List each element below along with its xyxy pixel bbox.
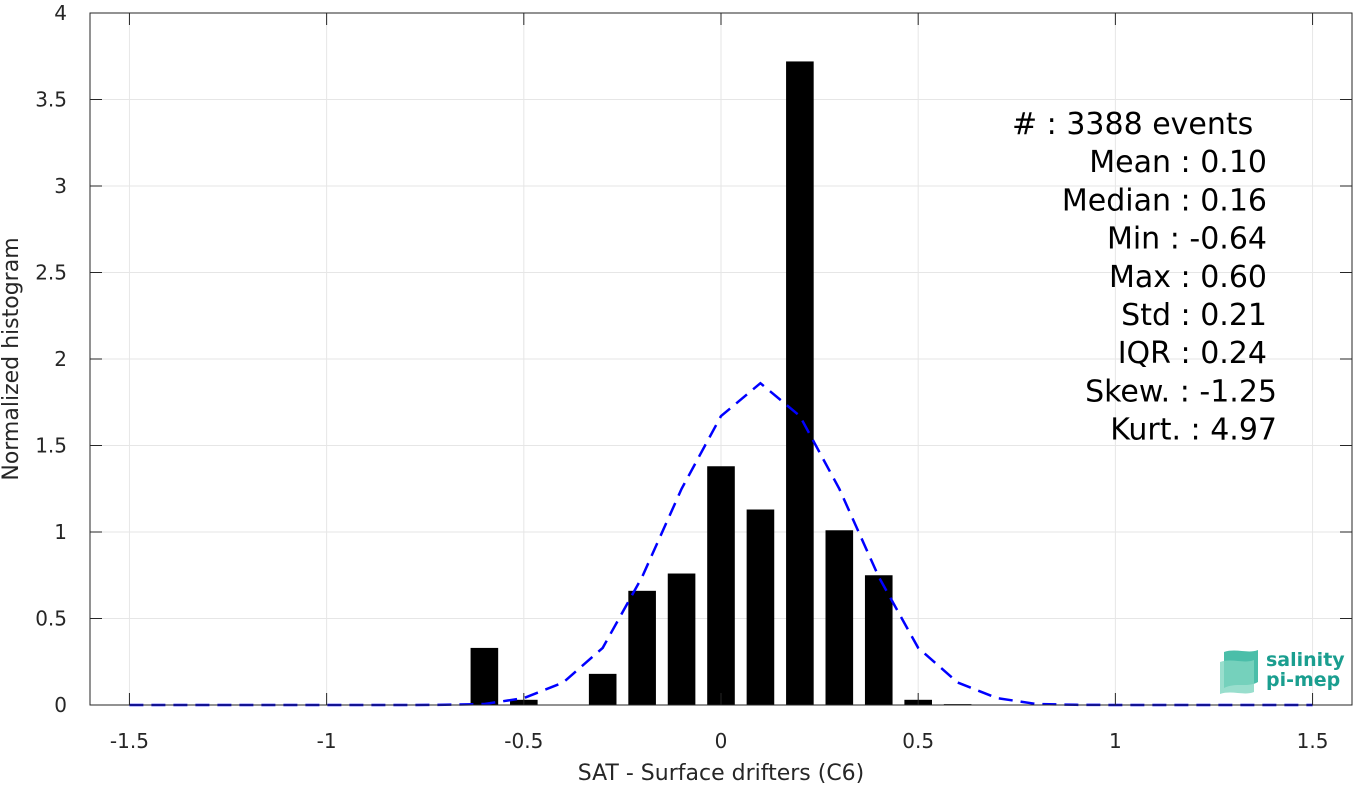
y-tick-label: 3: [54, 174, 67, 198]
histogram-bar: [746, 509, 775, 705]
logo-text-pi-mep: pi-mep: [1266, 669, 1340, 691]
histogram-bar: [825, 530, 854, 705]
y-tick-label: 2.5: [35, 261, 67, 285]
histogram-bar: [667, 573, 696, 705]
grid: [90, 12, 1352, 706]
histogram-bar: [864, 575, 893, 705]
x-tick-label: 0: [715, 729, 728, 753]
y-tick-labels: 0 0.5 1 1.5 2 2.5 3 3.5 4: [35, 1, 67, 717]
salinity-pimep-logo: salinity pi-mep: [1220, 649, 1345, 694]
x-tick-label: -1: [317, 729, 337, 753]
x-tick-label: -0.5: [504, 729, 543, 753]
stat-line: Skew. : -1.25: [1085, 374, 1277, 409]
x-tick-label: 1.5: [1297, 729, 1329, 753]
y-tick-label: 0: [54, 693, 67, 717]
stat-line: Median : 0.16: [1062, 183, 1267, 218]
stat-line: Std : 0.21: [1121, 298, 1267, 333]
x-tick-labels: -1.5 -1 -0.5 0 0.5 1 1.5: [110, 729, 1329, 753]
stat-line: Min : -0.64: [1107, 222, 1267, 257]
axis-ticks: [90, 12, 1352, 706]
y-tick-label: 4: [54, 1, 67, 25]
y-tick-label: 3.5: [35, 88, 67, 112]
y-tick-label: 1: [54, 520, 67, 544]
logo-wave-icon-2: [1220, 660, 1254, 694]
y-tick-label: 1.5: [35, 434, 67, 458]
y-tick-label: 0.5: [35, 607, 67, 631]
logo-text-salinity: salinity: [1266, 649, 1345, 671]
y-tick-label: 2: [54, 347, 67, 371]
histogram-bar: [470, 647, 499, 705]
x-tick-label: 1: [1109, 729, 1122, 753]
bars: [470, 61, 972, 705]
stat-line: Kurt. : 4.97: [1110, 413, 1277, 448]
histogram-bar: [588, 673, 617, 705]
stat-line: IQR : 0.24: [1118, 336, 1267, 371]
x-tick-label: 0.5: [902, 729, 934, 753]
stat-line: Max : 0.60: [1109, 260, 1267, 295]
histogram-bar: [786, 61, 814, 705]
stat-line: # : 3388 events: [1012, 107, 1253, 142]
histogram-bar: [628, 590, 656, 705]
y-axis-label: Normalized histogram: [0, 237, 24, 480]
x-tick-label: -1.5: [110, 729, 149, 753]
x-axis-label: SAT - Surface drifters (C6): [578, 761, 865, 785]
stat-line: Mean : 0.10: [1089, 145, 1267, 180]
histogram-bar: [707, 466, 735, 705]
